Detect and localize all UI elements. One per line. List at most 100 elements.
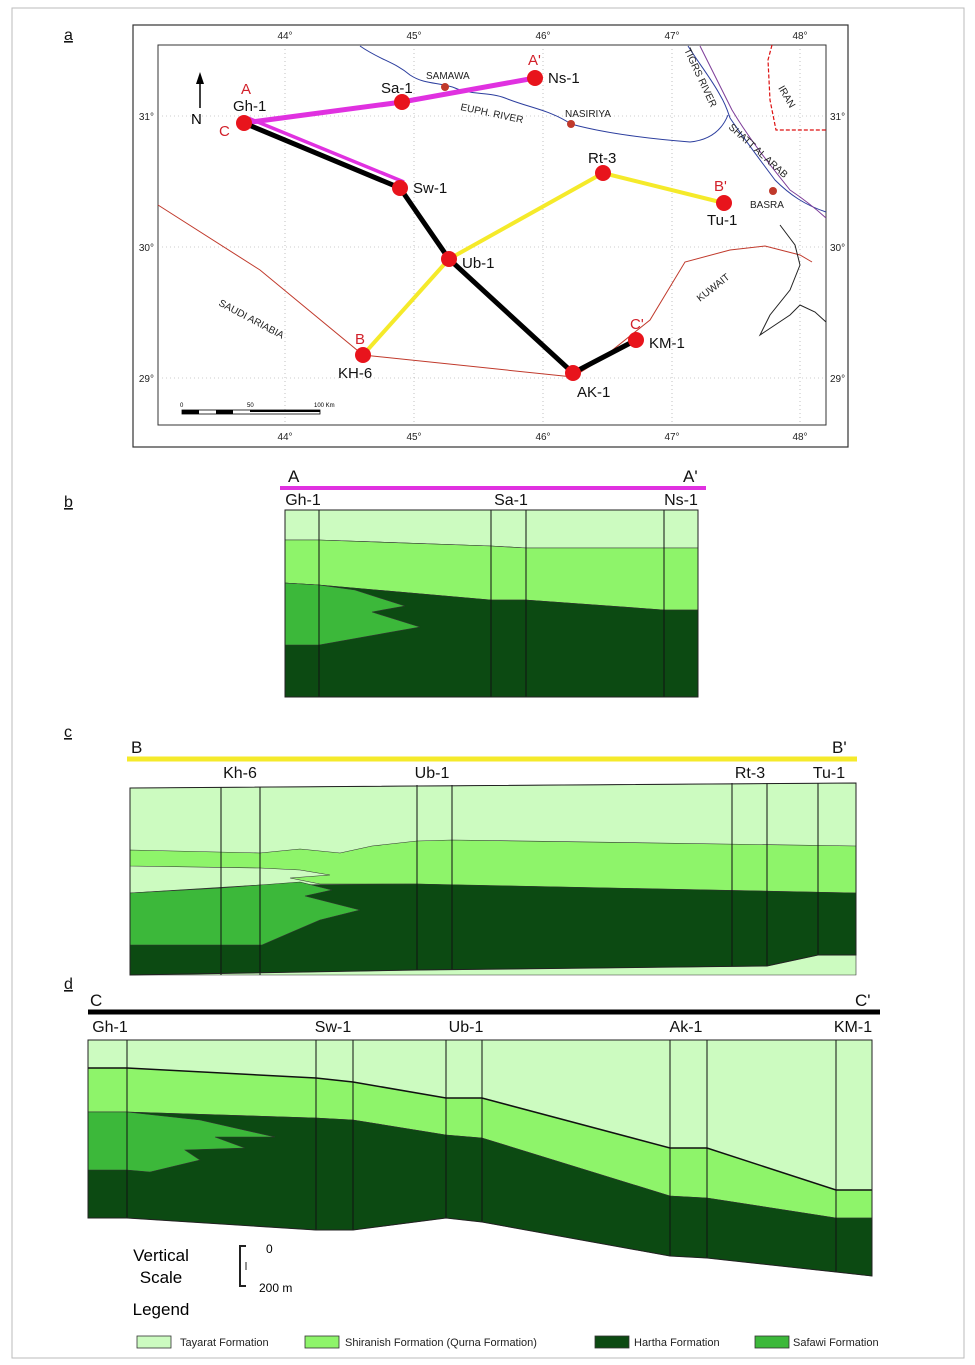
legend-label: Safawi Formation (793, 1337, 879, 1349)
place-label: SAMAWA (426, 71, 470, 82)
lon-label: 47° (664, 432, 679, 443)
border (767, 44, 826, 131)
well-dots (236, 70, 732, 381)
river (687, 45, 827, 213)
section-b: A A' Gh-1 Sa-1 Ns-1 (280, 467, 706, 698)
panel-label: a (64, 27, 73, 44)
coastline (758, 224, 827, 337)
well-label: Sa-1 (381, 80, 413, 97)
legend-swatch (304, 1335, 340, 1349)
well-label: AK-1 (577, 384, 610, 401)
well-label: Tu-1 (813, 765, 845, 782)
section-frame (129, 782, 857, 976)
section-end: B (355, 331, 365, 348)
lon-label: 45° (406, 432, 421, 443)
town-dots (441, 83, 777, 195)
section-frame (87, 1039, 873, 1277)
well-label: Gh-1 (233, 98, 266, 115)
well-label: Sa-1 (494, 492, 528, 509)
lon-label: 45° (406, 31, 421, 42)
lon-label: 46° (535, 432, 550, 443)
scale-label: 0 (266, 1242, 273, 1256)
well-label: Rt-3 (735, 765, 765, 782)
scale-label: 0 (180, 403, 184, 409)
well-label: Ak-1 (670, 1019, 703, 1036)
well-columns (126, 1040, 837, 1272)
scale-label: 200 m (259, 1281, 292, 1295)
well-label: Ub-1 (462, 255, 495, 272)
section-end: C (90, 991, 102, 1010)
formation-top (88, 1067, 872, 1191)
section-line-b (361, 170, 725, 357)
legend: Tayarat Formation Shiranish Formation (Qu… (136, 1335, 879, 1349)
section-end: C (219, 123, 230, 140)
lat-label: 31° (830, 112, 845, 123)
section-line-a (247, 116, 405, 184)
north-label: N (191, 111, 202, 128)
section-end: A (241, 81, 251, 98)
lat-label: 30° (139, 243, 154, 254)
lat-label: 31° (139, 112, 154, 123)
north-arrow (196, 72, 204, 84)
scale-bar (182, 410, 199, 414)
legend-swatch (754, 1335, 790, 1349)
well-label: Ns-1 (548, 70, 580, 87)
well-label: Sw-1 (315, 1019, 352, 1036)
lon-label: 44° (277, 432, 292, 443)
well-label: KH-6 (338, 365, 372, 382)
section-end: A (288, 467, 300, 486)
section-end: C' (855, 991, 871, 1010)
lon-label: 47° (664, 31, 679, 42)
well-label: KM-1 (649, 335, 685, 352)
figure-frame (11, 7, 965, 1359)
section-line-c (243, 120, 401, 191)
legend-swatch (594, 1335, 630, 1349)
well-label: Gh-1 (92, 1019, 128, 1036)
section-line-c (397, 186, 638, 377)
well-label: KM-1 (834, 1019, 872, 1036)
well-label: Sw-1 (413, 180, 447, 197)
legend-swatch (136, 1335, 172, 1349)
scale-label: 50 (247, 403, 254, 409)
section-end: A' (528, 52, 541, 69)
section-end: B (131, 738, 142, 757)
section-frame (284, 509, 699, 698)
section-end: C' (630, 316, 644, 333)
legend-label: Shiranish Formation (Qurna Formation) (345, 1337, 537, 1349)
well-label: Ub-1 (449, 1019, 484, 1036)
place-label: NASIRIYA (565, 109, 611, 120)
scale-label: 100 Km (314, 403, 335, 409)
panel-label: c (64, 724, 72, 741)
well-label: Ns-1 (664, 492, 698, 509)
vertical-scale-title: Scale (140, 1268, 183, 1287)
lon-label: 46° (535, 31, 550, 42)
graticule (158, 45, 826, 425)
panel-label: b (64, 494, 73, 511)
legend-title: Legend (133, 1300, 190, 1319)
section-end: B' (832, 738, 847, 757)
scale-bracket (239, 1245, 246, 1287)
safawi-layer (87, 1111, 276, 1173)
river (699, 45, 827, 219)
legend-label: Hartha Formation (634, 1337, 720, 1349)
map: 44° 45° 46° 47° 48° 44° 45° 46° 47° 48° … (132, 24, 849, 448)
lat-label: 29° (139, 374, 154, 385)
lon-label: 44° (277, 31, 292, 42)
border (157, 204, 813, 378)
well-label: Tu-1 (707, 212, 737, 229)
scale-bar (250, 410, 320, 412)
well-label: Kh-6 (223, 765, 257, 782)
well-columns (220, 783, 819, 975)
well-label: Ub-1 (415, 765, 450, 782)
well-columns (318, 510, 665, 697)
river (359, 45, 729, 143)
scale-bar (216, 410, 233, 414)
section-c: B B' Kh-6 Ub-1 Rt-3 Tu-1 (127, 738, 857, 976)
section-d: C C' Gh-1 Sw-1 Ub-1 Ak-1 KM-1 (87, 991, 880, 1277)
panel-label: d (64, 976, 73, 993)
well-label: Gh-1 (285, 492, 321, 509)
lat-label: 29° (830, 374, 845, 385)
lon-label: 48° (792, 432, 807, 443)
